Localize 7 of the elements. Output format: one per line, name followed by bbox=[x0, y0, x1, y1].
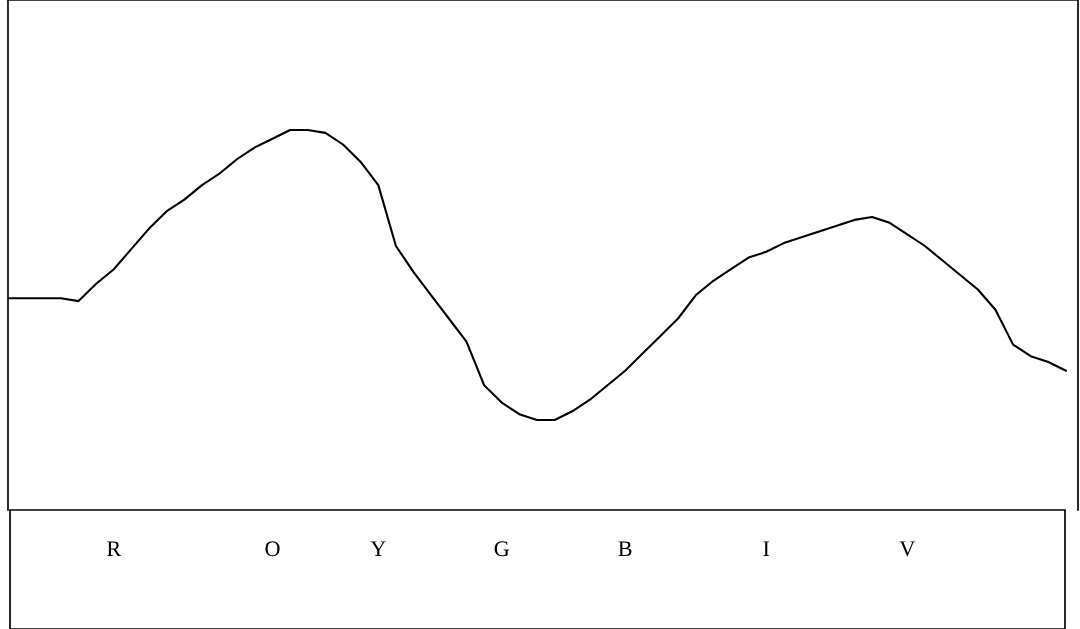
x-tick-label: O bbox=[265, 541, 280, 557]
x-tick-label: B bbox=[618, 541, 632, 557]
x-tick-label: G bbox=[494, 541, 510, 557]
x-tick-label: Y bbox=[370, 541, 386, 556]
x-tick-label: R bbox=[107, 541, 122, 556]
x-tick-label: V bbox=[899, 541, 916, 557]
x-tick-label: I bbox=[763, 541, 770, 556]
